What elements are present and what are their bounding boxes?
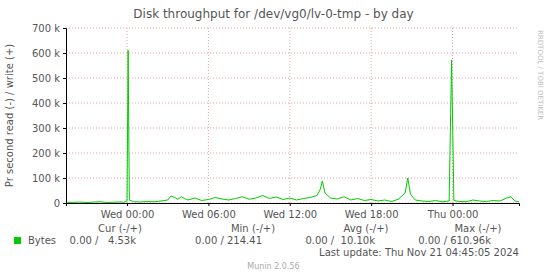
grid bbox=[66, 28, 519, 203]
y-tick: 600 k bbox=[32, 48, 66, 59]
stats-header: Cur (-/+) bbox=[98, 223, 142, 234]
y-tick-label: 400 k bbox=[32, 98, 60, 109]
y-tick-label: 0 bbox=[54, 198, 60, 209]
x-tick: Wed 00:00 bbox=[101, 203, 155, 220]
y-tick-label: 300 k bbox=[32, 123, 60, 134]
x-tick-mark bbox=[208, 203, 209, 206]
x-tick-label: Wed 00:00 bbox=[101, 209, 155, 220]
y-tick-label: 600 k bbox=[32, 48, 60, 59]
x-tick: Wed 12:00 bbox=[263, 203, 317, 220]
y-tick: 100 k bbox=[32, 173, 66, 184]
x-tick-label: Wed 12:00 bbox=[263, 209, 317, 220]
stats-value: 0.00 / 10.10k bbox=[305, 235, 375, 246]
legend-swatch bbox=[14, 237, 21, 244]
x-axis-line bbox=[67, 204, 520, 207]
grid-line bbox=[208, 28, 209, 203]
y-tick: 300 k bbox=[32, 123, 66, 134]
stats-value: 0.00 / 214.41 bbox=[195, 235, 262, 246]
x-tick: Wed 06:00 bbox=[182, 203, 236, 220]
grid-line bbox=[66, 153, 519, 154]
y-tick-mark bbox=[63, 178, 66, 179]
y-tick-mark bbox=[63, 153, 66, 154]
title: Disk throughput for /dev/vg0/lv-0-tmp - … bbox=[133, 7, 413, 21]
y-tick-mark bbox=[63, 203, 66, 204]
grid-line bbox=[289, 28, 290, 203]
legend-label: Bytes bbox=[28, 235, 56, 246]
x-tick-mark bbox=[290, 203, 291, 206]
side-text: RRDTOOL / TOBI OETIKER bbox=[536, 30, 544, 120]
grid-line bbox=[66, 53, 519, 54]
x-tick: Thu 00:00 bbox=[427, 203, 479, 220]
stats-value: 0.00 / 610.96k bbox=[418, 235, 491, 246]
y-tick-mark bbox=[63, 53, 66, 54]
y-tick-label: 700 k bbox=[32, 23, 60, 34]
grid-line bbox=[66, 178, 519, 179]
grid-line bbox=[371, 28, 372, 203]
y-tick: 0 bbox=[54, 198, 66, 209]
y-tick: 500 k bbox=[32, 73, 66, 84]
x-axis: Wed 00:00 Wed 06:00 Wed 12:00 Wed 18:00 Thu … bbox=[67, 203, 520, 220]
x-tick-mark bbox=[453, 203, 454, 206]
stats-header: Max (-/+) bbox=[454, 223, 501, 234]
y-tick-mark bbox=[63, 128, 66, 129]
stats-value: 0.00 / 4.53k bbox=[70, 235, 137, 246]
y-tick: 700 k bbox=[32, 23, 66, 34]
series-line bbox=[66, 50, 519, 202]
last-update: Last update: Thu Nov 21 04:45:05 2024 bbox=[319, 247, 519, 258]
y-axis: 0 100 k 200 k 300 k 400 k 500 k 600 k 700 k bbox=[32, 23, 67, 209]
y-tick-mark bbox=[63, 28, 66, 29]
x-tick-label: Thu 00:00 bbox=[427, 209, 479, 220]
chart: Wed 00:00 Wed 06:00 Wed 12:00 Wed 18:00 Thu … bbox=[0, 0, 547, 275]
y-axis-line bbox=[63, 29, 67, 204]
grid-line bbox=[66, 28, 519, 29]
x-tick: Wed 18:00 bbox=[345, 203, 399, 220]
y-tick-mark bbox=[63, 78, 66, 79]
plot-area bbox=[66, 28, 519, 203]
stats-header: Min (-/+) bbox=[231, 223, 275, 234]
y-tick: 200 k bbox=[32, 148, 66, 159]
x-tick-label: Wed 18:00 bbox=[345, 209, 399, 220]
x-tick-label: Wed 06:00 bbox=[182, 209, 236, 220]
stats-header: Avg (-/+) bbox=[344, 223, 389, 234]
footer: Munin 2.0.56 bbox=[247, 262, 299, 271]
y-tick: 400 k bbox=[32, 98, 66, 109]
marks bbox=[66, 50, 519, 202]
y-tick-mark bbox=[63, 103, 66, 104]
x-tick-mark bbox=[127, 203, 128, 206]
y-tick-label: 100 k bbox=[32, 173, 60, 184]
y-label: Pr second read (-) / write (+) bbox=[4, 44, 15, 187]
grid-line bbox=[66, 128, 519, 129]
x-tick-mark bbox=[371, 203, 372, 206]
y-tick-label: 500 k bbox=[32, 73, 60, 84]
y-tick-label: 200 k bbox=[32, 148, 60, 159]
